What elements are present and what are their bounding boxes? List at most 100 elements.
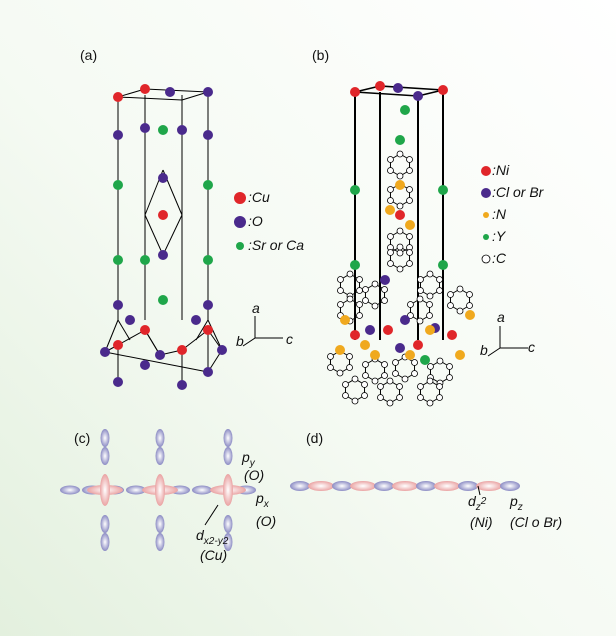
atom (381, 297, 388, 304)
atom (447, 302, 454, 309)
atom (406, 156, 413, 163)
atom (393, 83, 403, 93)
atom (158, 173, 168, 183)
panel-label: (c) (74, 430, 90, 446)
atom (234, 216, 246, 228)
atom (140, 360, 150, 370)
atom (396, 394, 403, 401)
bond (104, 351, 209, 373)
bond (104, 319, 119, 353)
orbital-lobe (155, 429, 165, 447)
atom (385, 205, 395, 215)
atom (466, 302, 473, 309)
legend-label: :O (248, 213, 263, 229)
atom (140, 255, 150, 265)
legend-label: :Ni (492, 162, 510, 178)
atom (140, 325, 150, 335)
atom (336, 369, 344, 377)
atom (203, 367, 213, 377)
atom (392, 359, 399, 366)
orbital-lobe (223, 474, 233, 506)
atom (158, 125, 168, 135)
atom (396, 243, 404, 251)
atom (395, 135, 405, 145)
atom (395, 343, 405, 353)
atom (483, 212, 489, 218)
orbital-lobe (476, 481, 502, 491)
atom (420, 355, 430, 365)
atom (113, 180, 123, 190)
atom (203, 180, 213, 190)
atom (351, 375, 359, 383)
orbital-lobe (223, 533, 233, 551)
atom (356, 301, 363, 308)
atom (203, 130, 213, 140)
atom (411, 370, 418, 377)
bond (242, 337, 256, 347)
bond (144, 214, 164, 256)
atom (381, 286, 388, 293)
atom (396, 150, 404, 158)
atom (177, 345, 187, 355)
atom (447, 330, 457, 340)
atom (387, 260, 394, 267)
atom (350, 185, 360, 195)
atom (375, 81, 385, 91)
atom (350, 330, 360, 340)
atom (455, 350, 465, 360)
atom (177, 125, 187, 135)
subscript: z (475, 502, 481, 513)
subscript: z (517, 502, 523, 513)
atom (360, 340, 370, 350)
atom (335, 345, 345, 355)
panel-label: (a) (80, 47, 97, 63)
bond (195, 319, 209, 341)
bond (181, 329, 209, 351)
legend-label: :N (492, 206, 507, 222)
orbital-lobe (126, 485, 146, 495)
atom (337, 301, 344, 308)
orbital-lobe (155, 474, 165, 506)
atom (386, 377, 394, 385)
atom (337, 287, 344, 294)
orbital-lobe (60, 485, 80, 495)
atom (362, 286, 369, 293)
atom (426, 270, 434, 278)
bond (117, 319, 131, 341)
atom (401, 375, 409, 383)
atom (165, 87, 175, 97)
atom (425, 325, 435, 335)
structures (60, 81, 528, 551)
atom (177, 380, 187, 390)
orbital-label: pz (509, 493, 523, 513)
atom (407, 301, 414, 308)
atom (356, 287, 363, 294)
axis-label: b (236, 333, 244, 349)
atom (417, 276, 424, 283)
atom (417, 383, 424, 390)
orbital-lobe (350, 481, 376, 491)
atom (381, 372, 388, 379)
atom (113, 255, 123, 265)
bond (207, 319, 223, 351)
atom (438, 85, 448, 95)
atom (417, 287, 424, 294)
atom (155, 350, 165, 360)
atom (387, 233, 394, 240)
atom (342, 392, 349, 399)
orbital-label: dz2 (468, 493, 487, 513)
atom (405, 220, 415, 230)
atom (436, 394, 443, 401)
atom (406, 260, 413, 267)
orbital-lobe (100, 474, 110, 506)
atom (203, 300, 213, 310)
bond (162, 214, 183, 256)
orbital-lobe (434, 481, 460, 491)
atom (346, 270, 354, 278)
atom (436, 287, 443, 294)
orbital-lobe (100, 447, 110, 465)
atom (203, 325, 213, 335)
atom (365, 325, 375, 335)
atom (327, 353, 334, 360)
atom (405, 350, 415, 360)
